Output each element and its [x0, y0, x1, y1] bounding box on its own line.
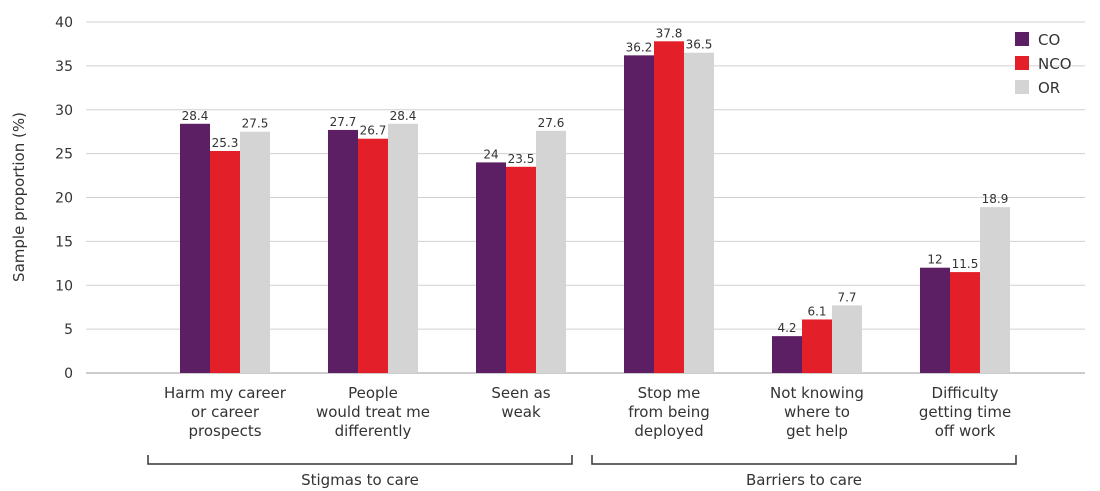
bar-nco: [506, 166, 536, 373]
legend: CO NCO OR: [1015, 31, 1072, 97]
bar-nco: [654, 41, 684, 374]
category-label: Stop me from being deployed: [628, 384, 710, 440]
y-tick-label: 35: [55, 59, 73, 75]
group-label: Stigmas to care: [301, 471, 419, 489]
data-label: 12: [927, 253, 942, 267]
bar-co: [772, 336, 802, 373]
group-bracket: [147, 455, 573, 465]
y-tick-label: 40: [55, 15, 73, 31]
category-label: Not knowing where to get help: [770, 384, 864, 440]
bar-co: [624, 55, 654, 373]
data-label: 4.2: [777, 321, 796, 335]
data-label: 36.5: [686, 38, 713, 52]
bar-co: [180, 123, 210, 373]
bar-or: [536, 130, 566, 373]
data-label: 24: [483, 147, 498, 161]
data-labels: 28.425.327.5 27.726.728.424 23.527.636.237…: [182, 26, 1009, 335]
data-label: 27.7: [330, 115, 357, 129]
data-label: 37.8: [656, 26, 683, 40]
legend-label: OR: [1038, 79, 1060, 97]
data-label: 11.5: [952, 257, 979, 271]
bar-or: [684, 52, 714, 374]
y-tick-label: 25: [55, 147, 73, 163]
y-axis-ticks: 0 5 10 15 20 25 30 35 40: [55, 15, 73, 382]
bar-nco: [210, 150, 240, 373]
data-label: 28.4: [182, 109, 209, 123]
y-tick-label: 10: [55, 278, 73, 294]
data-label: 27.6: [538, 116, 565, 130]
y-tick-label: 5: [64, 322, 73, 338]
data-label: 27.5: [242, 117, 269, 131]
y-tick-label: 30: [55, 103, 73, 119]
category-label: Seen as weak: [491, 384, 550, 421]
bar-co: [920, 267, 950, 373]
legend-label: NCO: [1038, 55, 1072, 73]
category-label: Harm my career or career prospects: [164, 384, 287, 440]
category-label: Difficulty getting time off work: [919, 384, 1011, 440]
data-label: 26.7: [360, 124, 387, 138]
bar-or: [832, 305, 862, 373]
group-bracket: [591, 455, 1017, 465]
data-label: 23.5: [508, 152, 535, 166]
data-label: 18.9: [982, 192, 1009, 206]
data-label: 28.4: [390, 109, 417, 123]
legend-label: CO: [1038, 31, 1060, 49]
legend-swatch-or: [1015, 80, 1029, 94]
legend-swatch-nco: [1015, 56, 1029, 70]
group-label: Barriers to care: [746, 471, 862, 489]
y-tick-label: 15: [55, 234, 73, 250]
data-label: 7.7: [837, 290, 856, 304]
bars: [180, 41, 1010, 374]
bar-nco: [358, 138, 388, 373]
y-tick-label: 0: [64, 366, 73, 382]
y-axis-title: Sample proportion (%): [10, 112, 28, 282]
category-label: People would treat me differently: [316, 384, 430, 440]
legend-swatch-co: [1015, 32, 1029, 46]
group-brackets: Stigmas to care Barriers to care: [147, 455, 1017, 489]
data-label: 6.1: [807, 304, 826, 318]
bar-nco: [802, 319, 832, 373]
bar-or: [240, 131, 270, 373]
data-label: 25.3: [212, 136, 239, 150]
y-tick-label: 20: [55, 191, 73, 207]
category-labels: Harm my career or career prospects People wo…: [164, 384, 1011, 440]
data-label: 36.2: [626, 40, 653, 54]
bar-or: [980, 207, 1010, 373]
bar-or: [388, 123, 418, 373]
bar-co: [328, 129, 358, 373]
bar-nco: [950, 272, 980, 373]
bar-co: [476, 162, 506, 373]
